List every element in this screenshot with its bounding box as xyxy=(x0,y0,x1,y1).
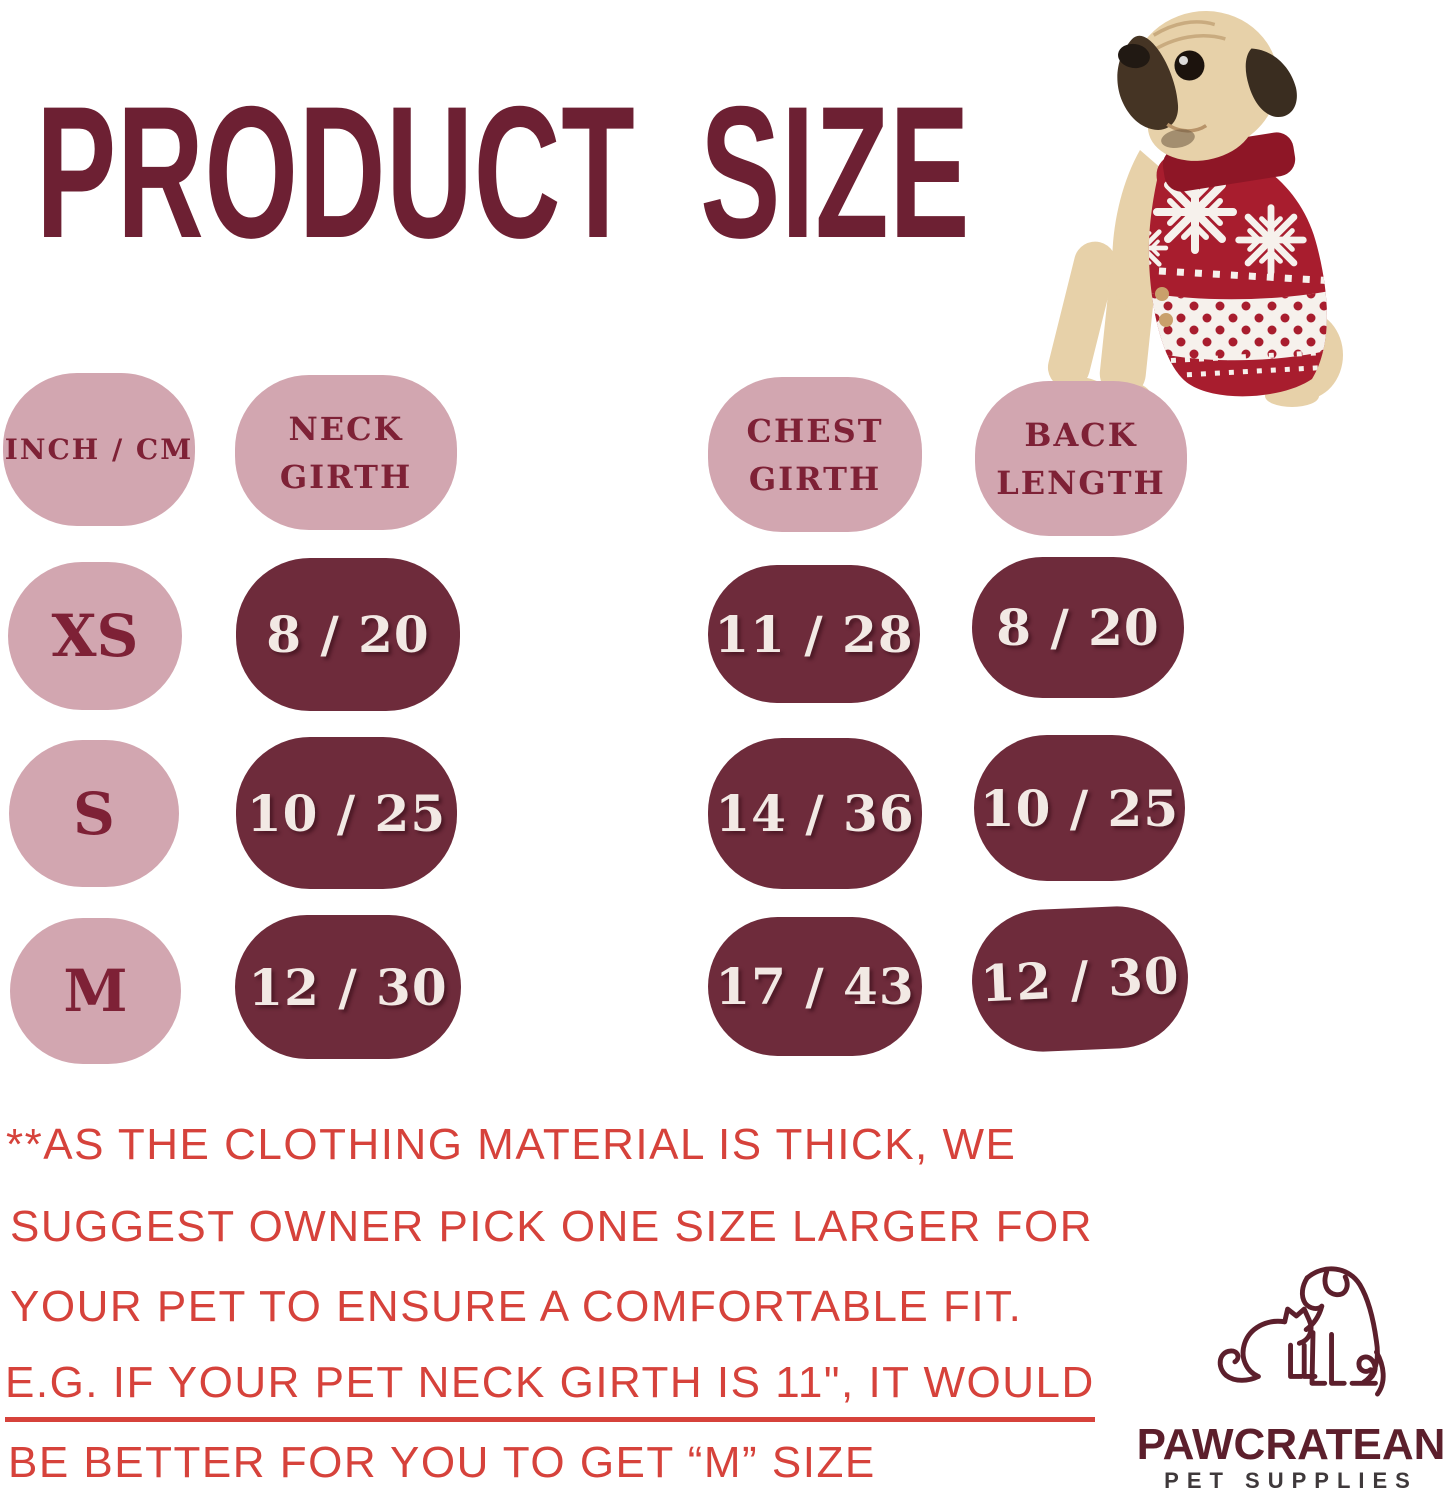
xs-back-value-pill: 8 / 20 xyxy=(972,557,1184,698)
size-m-pill: M xyxy=(10,918,181,1064)
note-line-4: E.G. IF YOUR PET NECK GIRTH IS 11", IT W… xyxy=(5,1358,1095,1422)
s-neck-value-pill: 10 / 25 xyxy=(236,737,457,889)
brand-name: PAWCRATEAN xyxy=(1136,1420,1445,1469)
xs-neck-value-pill: 8 / 20 xyxy=(236,558,460,711)
unit-header-pill: INCH / CM xyxy=(3,373,195,526)
page-title: PRODUCT SIZE xyxy=(36,67,971,277)
note-line-3: YOUR PET TO ENSURE A COMFORTABLE FIT. xyxy=(10,1282,1023,1331)
m-back-value-pill: 12 / 30 xyxy=(969,903,1191,1055)
m-neck-value-pill: 12 / 30 xyxy=(235,915,461,1059)
neck-girth-header-pill: NECK GIRTH xyxy=(235,375,457,530)
chest-girth-header-pill: CHEST GIRTH xyxy=(708,377,922,532)
s-back-value-pill: 10 / 25 xyxy=(974,735,1185,881)
note-line-5: BE BETTER FOR YOU TO GET “M” SIZE xyxy=(8,1438,876,1494)
sweater-pattern xyxy=(1148,174,1327,380)
dog-and-cat-line-art-icon xyxy=(1217,1266,1386,1397)
pug-head xyxy=(1117,11,1297,161)
s-chest-value-pill: 14 / 36 xyxy=(708,738,922,889)
m-chest-value-pill: 17 / 43 xyxy=(708,917,922,1056)
xs-chest-value-pill: 11 / 28 xyxy=(708,565,920,703)
brand-tagline: PET SUPPLIES xyxy=(1164,1468,1418,1493)
size-xs-pill: XS xyxy=(8,562,182,710)
note-line-1: **AS THE CLOTHING MATERIAL IS THICK, WE xyxy=(6,1120,1017,1169)
pug-photo xyxy=(1047,11,1343,407)
back-length-header-pill: BACK LENGTH xyxy=(975,381,1187,536)
size-s-pill: S xyxy=(9,740,179,887)
note-line-2: SUGGEST OWNER PICK ONE SIZE LARGER FOR xyxy=(10,1202,1094,1251)
